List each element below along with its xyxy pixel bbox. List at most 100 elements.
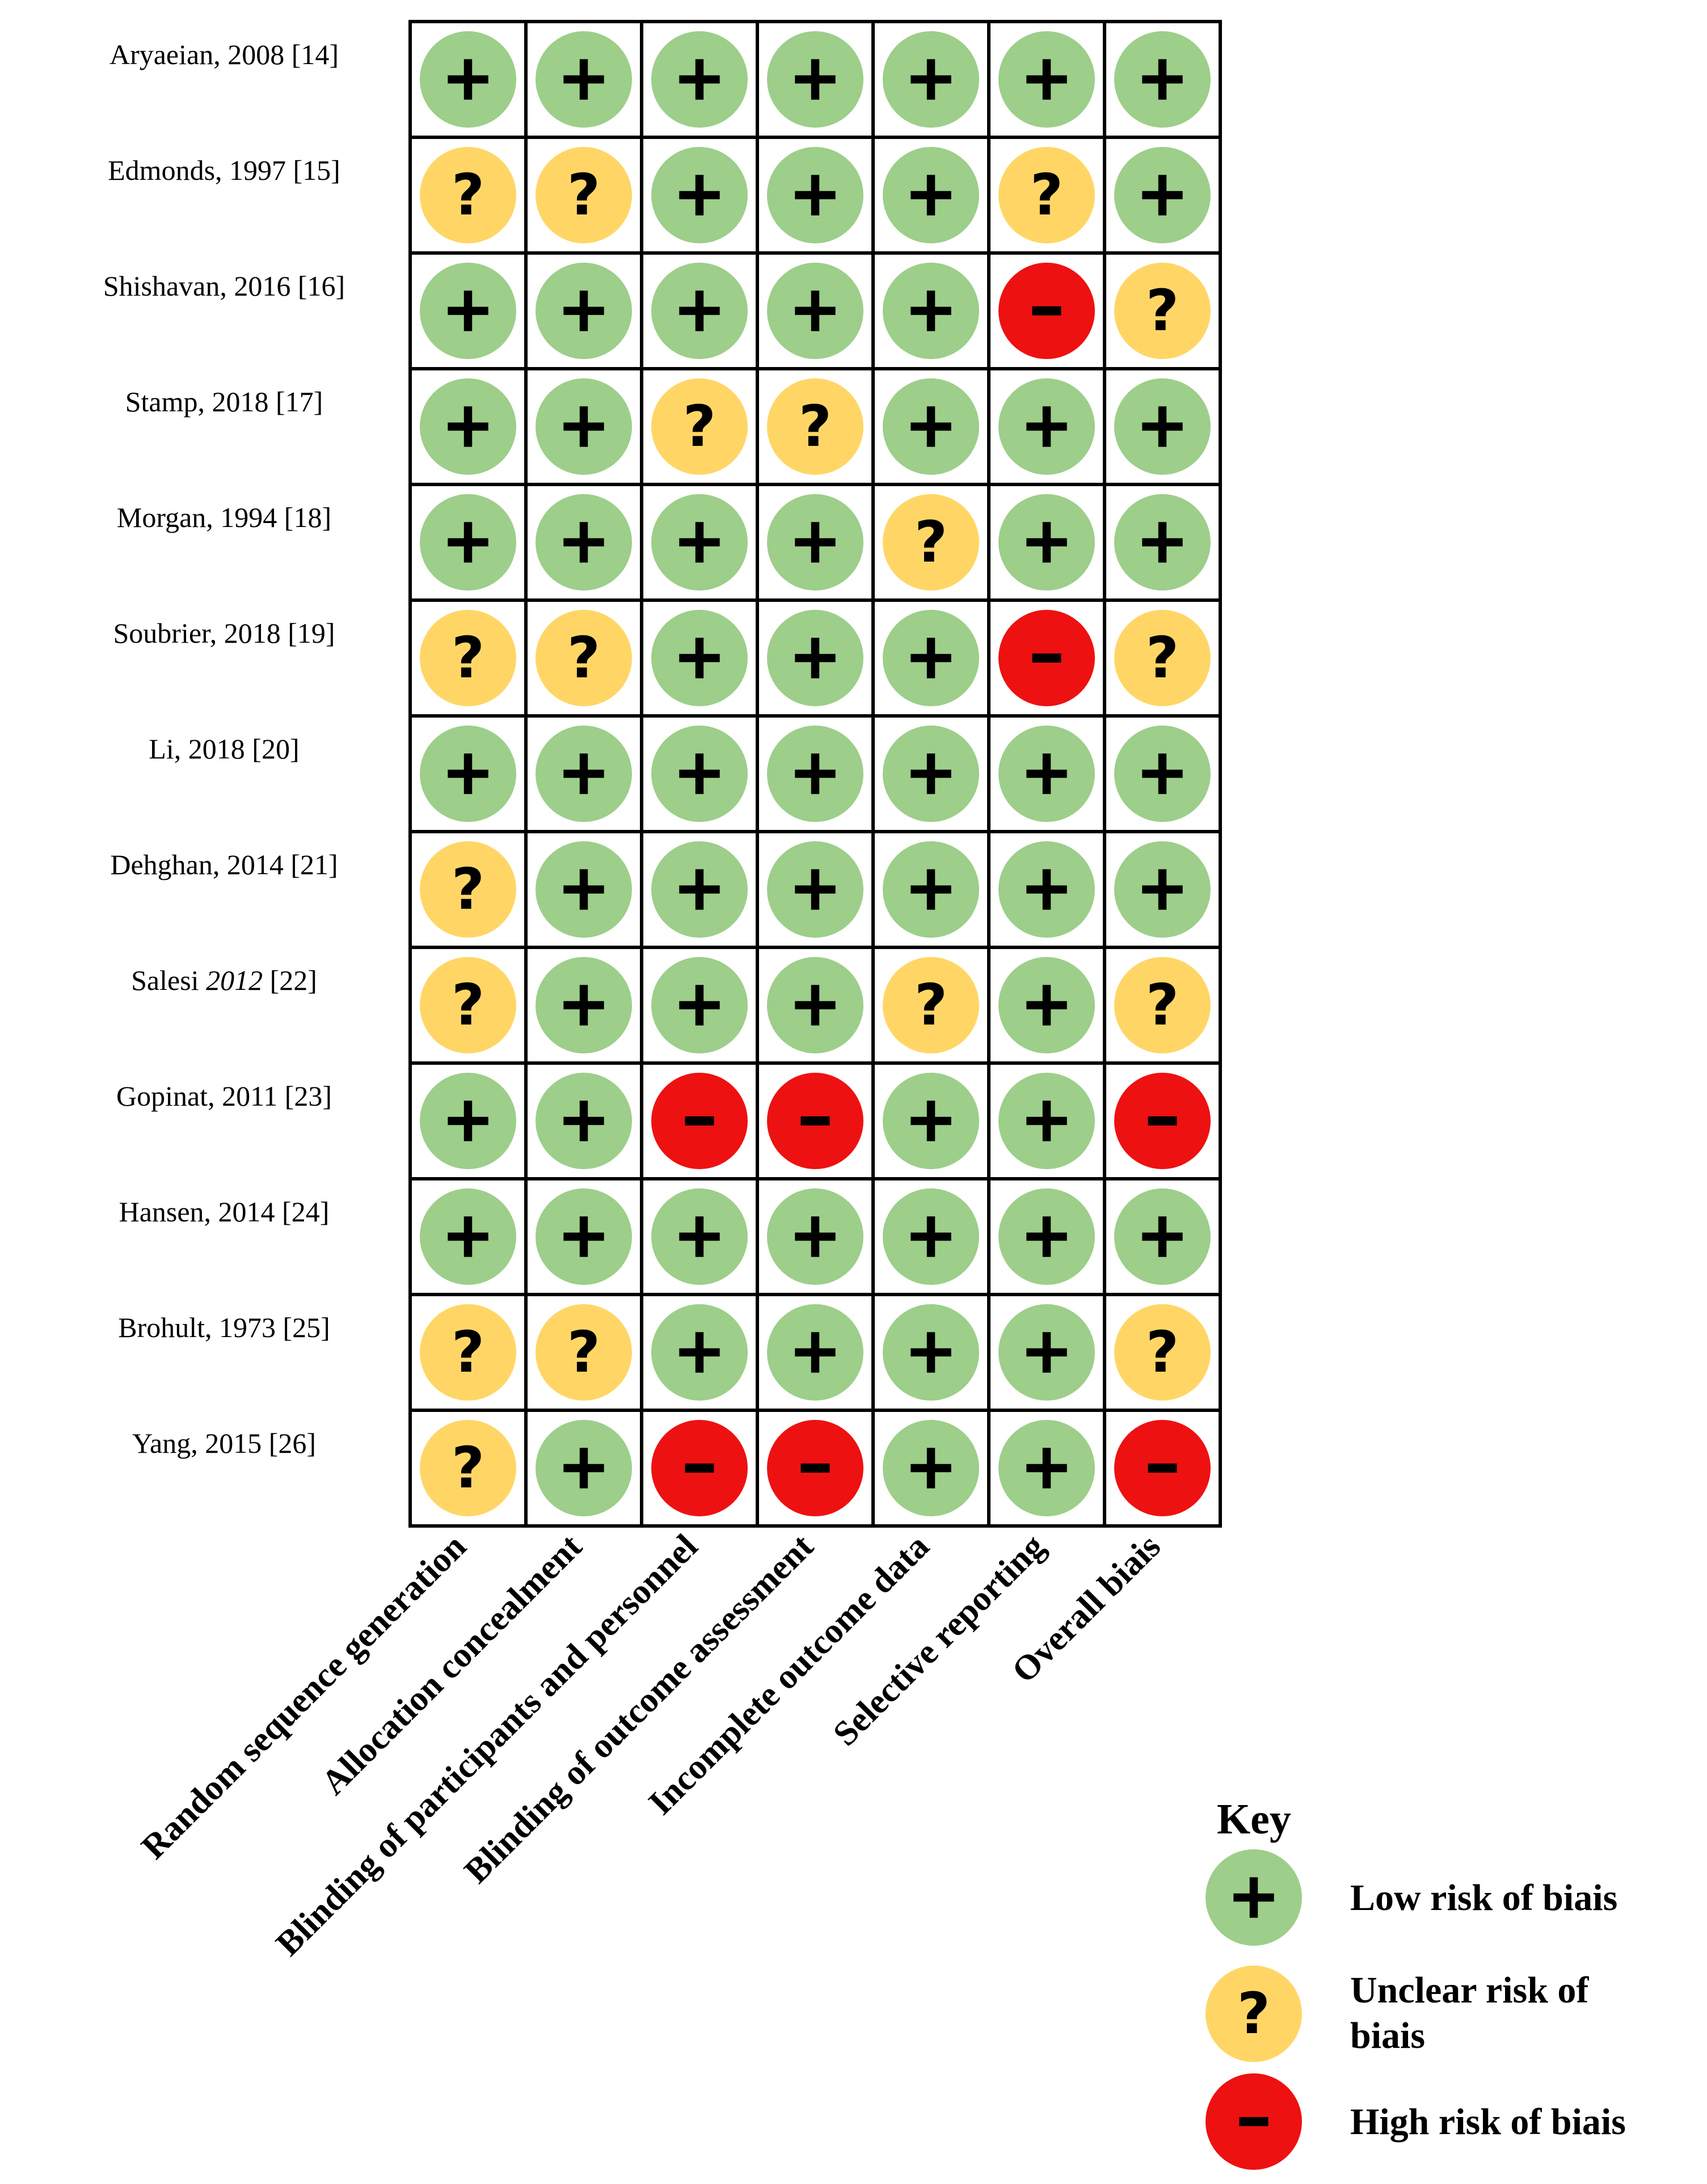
rating-cell-low: [883, 726, 979, 822]
study-label-salesi-2012-22: Salesi 2012 [22]: [131, 964, 317, 996]
svg-text:?: ?: [1146, 625, 1179, 691]
svg-text:?: ?: [799, 393, 832, 459]
rating-cell-low: [767, 610, 863, 706]
legend-label-high: High risk of biais: [1350, 2101, 1626, 2143]
rating-cell-unclear: ?: [420, 610, 516, 706]
rating-cell-low: [998, 494, 1095, 591]
rating-cell-low: [883, 31, 979, 128]
rating-cell-low: [1114, 31, 1211, 128]
legend-symbol-low: [1206, 1849, 1302, 1946]
rating-cell-low: [651, 610, 748, 706]
svg-text:?: ?: [1030, 162, 1063, 228]
study-label-morgan-1994-18: Morgan, 1994 [18]: [117, 501, 331, 533]
rating-cell-low: [767, 1304, 863, 1401]
svg-text:?: ?: [567, 1319, 600, 1385]
rating-cell-low: [1114, 378, 1211, 475]
study-label-dehghan-2014-21: Dehghan, 2014 [21]: [110, 849, 338, 880]
svg-text:?: ?: [452, 1319, 484, 1385]
rating-cell-low: [1114, 841, 1211, 938]
rating-cell-unclear: ?: [767, 378, 863, 475]
rating-cell-low: [536, 31, 632, 128]
rating-cell-low: [536, 494, 632, 591]
study-label-yang-2015-26: Yang, 2015 [26]: [132, 1427, 316, 1459]
rating-cell-low: [767, 726, 863, 822]
rating-cell-low: [420, 494, 516, 591]
rating-cell-low: [536, 841, 632, 938]
rating-cell-unclear: ?: [536, 147, 632, 243]
domain-label-blinding-of-participants-and-personnel: Blinding of participants and personnel: [269, 1527, 705, 1963]
study-label-aryaeian-2008-14: Aryaeian, 2008 [14]: [109, 39, 339, 70]
rating-cell-unclear: ?: [420, 1304, 516, 1401]
legend-title: Key: [1217, 1795, 1291, 1843]
rating-cell-low: [767, 957, 863, 1053]
domain-label-selective-reporting: Selective reporting: [826, 1527, 1052, 1753]
rating-cell-unclear: ?: [420, 841, 516, 938]
rating-cell-low: [1114, 494, 1211, 591]
rating-cell-low: [998, 1188, 1095, 1285]
study-label-gopinat-2011-23: Gopinat, 2011 [23]: [116, 1080, 332, 1112]
rating-cell-low: [883, 147, 979, 243]
rating-cell-low: [536, 1188, 632, 1285]
rating-cell-low: [883, 841, 979, 938]
rating-cell-high: [767, 1420, 863, 1516]
rating-cell-low: [651, 957, 748, 1053]
rating-cell-unclear: ?: [420, 1420, 516, 1516]
rating-cell-unclear: ?: [536, 610, 632, 706]
rating-cell-low: [651, 726, 748, 822]
rating-cell-low: [536, 726, 632, 822]
rating-cell-low: [651, 494, 748, 591]
rating-cell-low: [998, 378, 1095, 475]
rating-cell-unclear: ?: [998, 147, 1095, 243]
rating-cell-low: [420, 263, 516, 359]
rating-cell-low: [883, 610, 979, 706]
study-label-stamp-2018-17: Stamp, 2018 [17]: [125, 386, 323, 418]
rating-cell-unclear: ?: [420, 957, 516, 1053]
rating-cell-low: [420, 1073, 516, 1169]
legend: Key Low risk of biais? Unclear risk ofbiai…: [1206, 1795, 1626, 2170]
rating-cell-low: [883, 263, 979, 359]
legend-symbol-high: [1206, 2073, 1302, 2170]
rating-cell-high: [651, 1420, 748, 1516]
rating-cell-high: [651, 1073, 748, 1169]
svg-text:?: ?: [567, 625, 600, 691]
rating-cell-low: [536, 263, 632, 359]
rating-cell-low: [767, 841, 863, 938]
rating-cell-low: [420, 1188, 516, 1285]
svg-text:?: ?: [452, 1435, 484, 1501]
table-grid: [408, 20, 1222, 1528]
rating-cell-low: [767, 263, 863, 359]
svg-text:?: ?: [914, 972, 947, 1038]
rating-cell-low: [998, 1073, 1095, 1169]
rating-cell-low: [767, 1188, 863, 1285]
rating-cell-unclear: ?: [536, 1304, 632, 1401]
rating-cell-low: [651, 1188, 748, 1285]
rating-cell-low: [536, 378, 632, 475]
rating-cell-low: [883, 1420, 979, 1516]
rating-cell-low: [998, 726, 1095, 822]
rating-cell-high: [1114, 1420, 1211, 1516]
rating-cell-low: [420, 31, 516, 128]
study-labels: Aryaeian, 2008 [14] Edmonds, 1997 [15] Shi…: [103, 39, 345, 1459]
rating-cell-low: [1114, 147, 1211, 243]
svg-text:?: ?: [1146, 1319, 1179, 1385]
svg-text:?: ?: [452, 856, 484, 922]
rating-cell-low: [998, 957, 1095, 1053]
svg-text:?: ?: [914, 509, 947, 575]
legend-symbol-unclear: ?: [1206, 1966, 1302, 2062]
rating-cell-low: [420, 378, 516, 475]
svg-text:?: ?: [1237, 1980, 1270, 2047]
rating-cell-low: [651, 31, 748, 128]
rating-cell-low: [651, 841, 748, 938]
rating-cell-unclear: ?: [1114, 957, 1211, 1053]
rating-cell-high: [998, 263, 1095, 359]
legend-label-low: Low risk of biais: [1350, 1877, 1617, 1919]
rating-cell-low: [1114, 726, 1211, 822]
legend-label-unclear: biais: [1350, 2015, 1425, 2056]
rating-cell-low: [883, 378, 979, 475]
rating-cell-low: [883, 1188, 979, 1285]
rating-cell-unclear: ?: [651, 378, 748, 475]
rating-cells: ??????????????????: [420, 31, 1211, 1516]
study-label-shishavan-2016-16: Shishavan, 2016 [16]: [103, 270, 345, 302]
svg-text:?: ?: [452, 972, 484, 1038]
svg-text:?: ?: [1146, 277, 1179, 344]
